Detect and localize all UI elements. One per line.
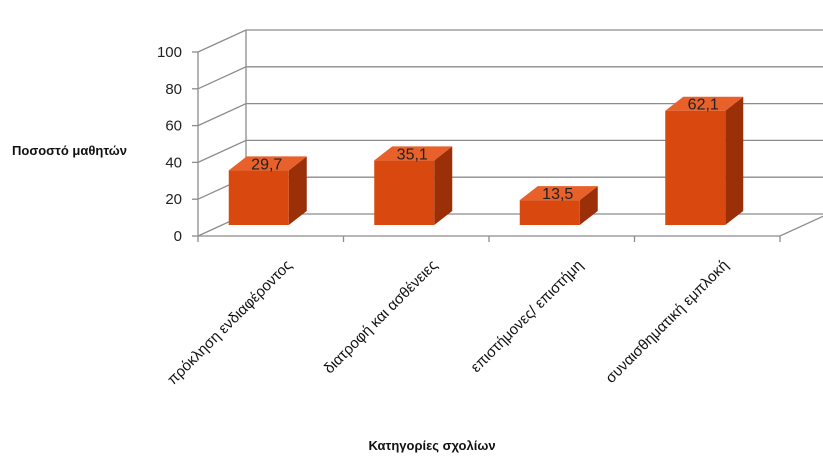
- bar-side-face: [288, 156, 307, 225]
- bar-side-face: [579, 186, 598, 225]
- gridline-100: [197, 29, 823, 53]
- bar-front-face: [665, 110, 726, 225]
- bar-top-face: [374, 146, 453, 161]
- bar-3: [519, 186, 598, 225]
- bar-front-face: [374, 160, 435, 225]
- x-tick-label: διατροφή και ασθένειες: [321, 257, 441, 377]
- y-tick-label: 40: [165, 154, 182, 171]
- y-tick-label: 100: [157, 44, 182, 61]
- data-label: 62,1: [688, 97, 719, 114]
- bar-1: [228, 156, 307, 225]
- bar-side-face: [434, 146, 453, 225]
- y-tick-label: 20: [165, 191, 182, 208]
- data-label: 13,5: [542, 186, 573, 203]
- bar-2: [374, 146, 453, 225]
- data-label: 35,1: [397, 146, 428, 163]
- bar-4: [665, 96, 744, 226]
- bar-top-face: [228, 156, 307, 171]
- y-tick-label: 60: [165, 118, 182, 135]
- bar-front-face: [519, 200, 580, 225]
- gridline-80: [197, 66, 823, 90]
- x-tick-label: επιστήμονες/ επιστήμη: [467, 257, 586, 376]
- bar-side-face: [725, 96, 744, 226]
- x-tick-label: πρόκληση ενδιαφέροντος: [164, 257, 295, 388]
- y-axis-title: Ποσοστό μαθητών: [12, 143, 127, 158]
- bar-top-face: [665, 96, 744, 111]
- data-label: 29,7: [251, 156, 282, 173]
- bars: [228, 96, 744, 226]
- bar-front-face: [228, 170, 289, 225]
- y-tick-label: 80: [165, 81, 182, 98]
- x-tick-label: συναισθηματική εμπλοκή: [602, 257, 732, 387]
- x-axis-title: Κατηγορίες σχολίων: [368, 438, 495, 453]
- bar-top-face: [519, 186, 598, 201]
- y-tick-label: 0: [174, 228, 182, 245]
